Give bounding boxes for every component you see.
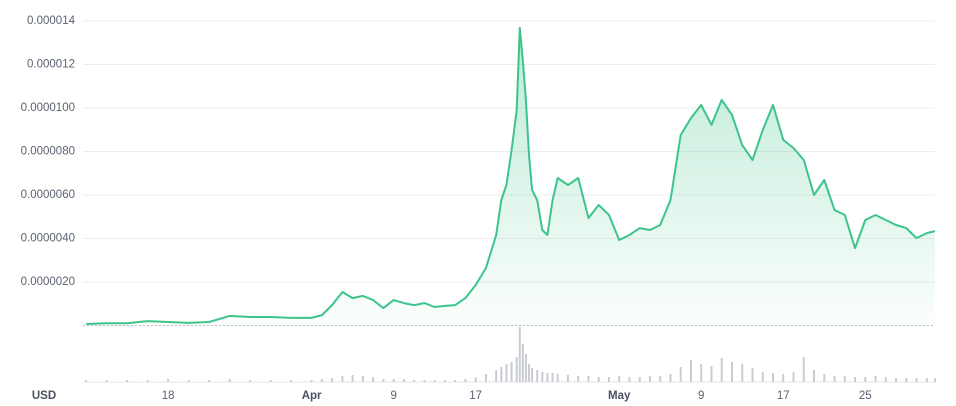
volume-bar <box>587 376 590 382</box>
volume-bar <box>521 344 524 382</box>
volume-bar <box>443 380 446 382</box>
volume-bar <box>167 379 170 382</box>
volume-bar <box>669 374 672 382</box>
volume-bar <box>85 380 88 382</box>
volume-bar <box>864 377 867 382</box>
volume-bar <box>524 354 527 382</box>
volume-bar <box>531 368 534 382</box>
currency-label: USD <box>32 390 56 402</box>
x-tick-label: May <box>608 390 631 402</box>
volume-bar <box>761 372 764 382</box>
volume-bar <box>495 370 498 382</box>
volume-bar <box>320 379 323 382</box>
volume-bar <box>269 380 272 382</box>
x-tick-label: 9 <box>698 390 704 402</box>
volume-bar <box>925 378 928 382</box>
volume-bar <box>536 370 539 382</box>
volume-bar <box>527 364 530 382</box>
volume-bar <box>648 376 651 382</box>
volume-bar <box>413 380 416 382</box>
volume-bar <box>607 377 610 382</box>
volume-bar <box>556 374 559 382</box>
volume-bar <box>464 379 467 382</box>
volume-bar <box>484 374 487 382</box>
volume-bar <box>751 368 754 382</box>
volume-bar <box>541 372 544 382</box>
volume-bar <box>813 370 816 382</box>
y-tick-label: 0.0000100 <box>21 102 75 114</box>
volume-bar <box>802 357 805 382</box>
volume-bar <box>915 378 918 382</box>
x-tick-label: 18 <box>162 390 175 402</box>
volume-bar <box>126 380 129 382</box>
volume-bar <box>792 372 795 382</box>
volume-bar <box>372 377 375 382</box>
x-tick-label: 9 <box>390 390 396 402</box>
x-tick-label: 17 <box>777 390 790 402</box>
volume-bar <box>392 379 395 382</box>
volume-bar <box>895 378 898 382</box>
volume-bar <box>730 362 733 382</box>
x-tick-label: 25 <box>859 390 872 402</box>
y-tick-label: 0.0000020 <box>21 276 75 288</box>
volume-bar <box>510 362 513 382</box>
volume-bar <box>341 376 344 382</box>
volume-bar <box>351 375 354 382</box>
volume-bar <box>638 377 641 382</box>
volume-bar <box>361 376 364 382</box>
y-tick-label: 0.000014 <box>27 15 76 27</box>
price-line <box>86 26 936 325</box>
x-tick-label: Apr <box>302 390 322 402</box>
volume-bar <box>208 380 211 382</box>
volume-bar <box>500 367 503 382</box>
volume-bar <box>874 376 877 382</box>
volume-bar <box>843 376 846 382</box>
volume-bar <box>546 373 549 382</box>
volume-bar <box>518 327 521 382</box>
volume-bar <box>382 379 385 382</box>
volume-bar <box>146 380 149 382</box>
y-tick-label: 0.0000040 <box>21 233 75 245</box>
y-tick-label: 0.0000080 <box>21 146 75 158</box>
volume-bar <box>454 380 457 382</box>
volume-bar <box>474 377 477 382</box>
volume-bar <box>566 375 569 382</box>
volume-bar <box>720 358 723 382</box>
y-tick-label: 0.000012 <box>27 59 75 71</box>
volume-bar <box>905 378 908 382</box>
volume-bar <box>551 373 554 382</box>
volume-bar <box>710 366 713 382</box>
volume-bar <box>628 377 631 382</box>
volume-bar <box>772 373 775 382</box>
volume-bar <box>402 379 405 382</box>
volume-bar <box>597 377 600 382</box>
volume-bar <box>249 380 252 382</box>
volume-bar <box>854 377 857 382</box>
volume-bar <box>290 380 293 382</box>
volume-bar <box>741 364 744 382</box>
volume-bar <box>782 374 785 382</box>
volume-bar <box>700 364 703 382</box>
volume-bar <box>618 376 621 382</box>
volume-bar <box>689 360 692 382</box>
volume-bar <box>331 378 334 382</box>
volume-bar <box>659 376 662 382</box>
volume-bar <box>187 380 190 382</box>
volume-bar <box>934 378 936 382</box>
volume-bar <box>823 374 826 382</box>
volume-bar <box>310 380 313 382</box>
volume-bar <box>228 379 231 382</box>
volume-bar <box>679 367 682 382</box>
volume-bar <box>515 357 518 382</box>
volume-bar <box>884 377 887 382</box>
volume-bar <box>105 380 108 382</box>
volume-bar <box>833 376 836 382</box>
x-tick-label: 17 <box>469 390 482 402</box>
y-tick-label: 0.0000060 <box>21 189 75 201</box>
volume-bar <box>577 376 580 382</box>
volume-bar <box>505 364 508 382</box>
volume-bar <box>423 380 426 382</box>
volume-bar <box>433 380 436 382</box>
